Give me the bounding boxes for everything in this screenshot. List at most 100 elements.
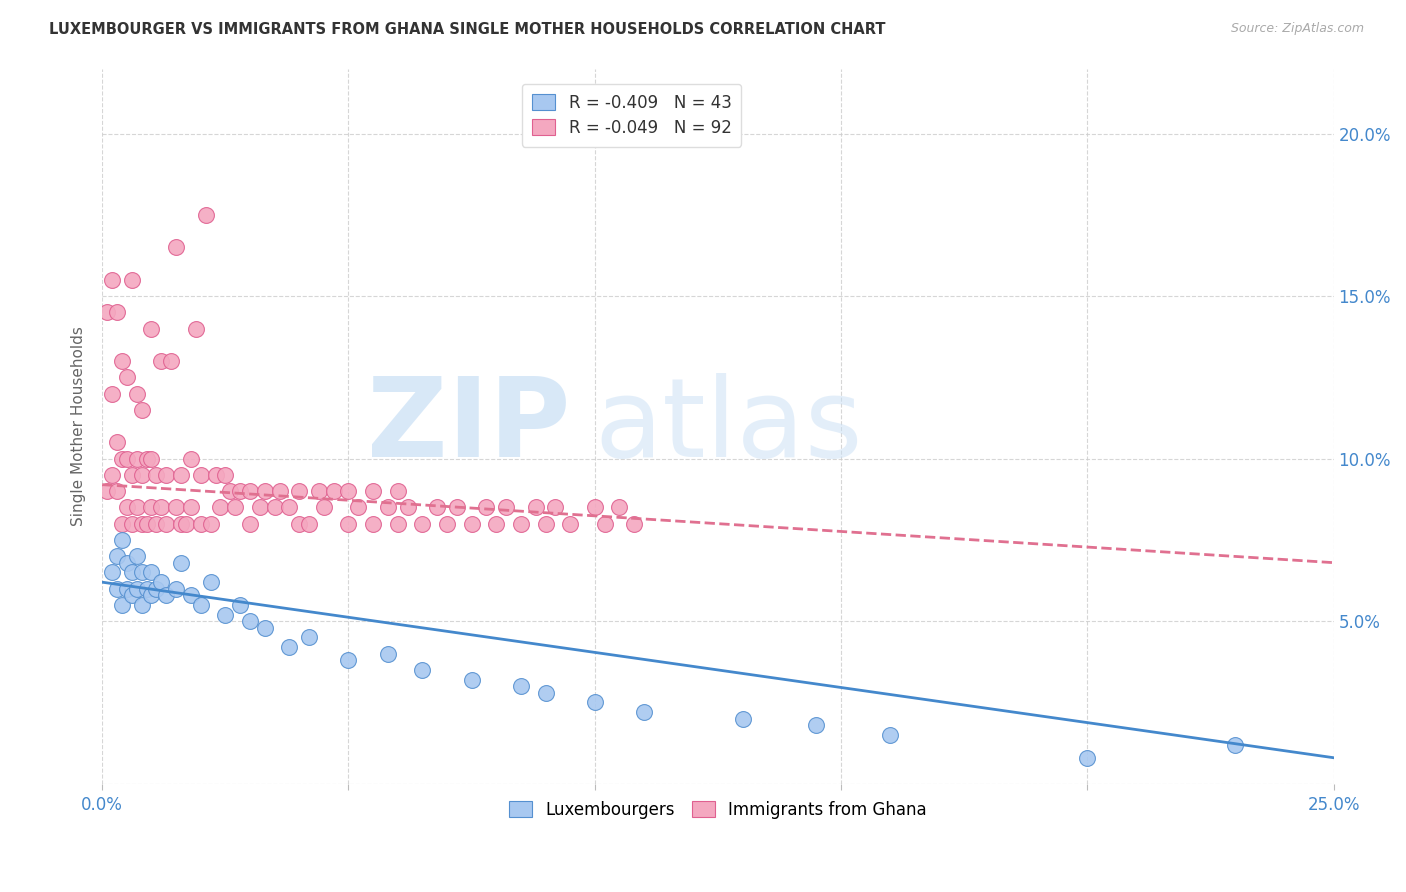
Point bbox=[347, 500, 370, 515]
Point bbox=[135, 451, 157, 466]
Point bbox=[150, 500, 173, 515]
Point bbox=[141, 588, 163, 602]
Point bbox=[214, 467, 236, 482]
Point bbox=[337, 516, 360, 531]
Text: LUXEMBOURGER VS IMMIGRANTS FROM GHANA SINGLE MOTHER HOUSEHOLDS CORRELATION CHART: LUXEMBOURGER VS IMMIGRANTS FROM GHANA SI… bbox=[49, 22, 886, 37]
Point bbox=[806, 718, 828, 732]
Point bbox=[229, 598, 252, 612]
Point bbox=[278, 500, 301, 515]
Point bbox=[288, 516, 311, 531]
Point bbox=[101, 386, 124, 401]
Point bbox=[111, 516, 134, 531]
Point bbox=[609, 500, 631, 515]
Text: ZIP: ZIP bbox=[367, 373, 571, 480]
Point bbox=[135, 516, 157, 531]
Point bbox=[121, 588, 143, 602]
Point bbox=[115, 582, 138, 596]
Point bbox=[377, 647, 399, 661]
Point bbox=[101, 566, 124, 580]
Point bbox=[312, 500, 335, 515]
Point bbox=[155, 516, 177, 531]
Point bbox=[111, 354, 134, 368]
Point bbox=[534, 686, 557, 700]
Point bbox=[141, 321, 163, 335]
Point bbox=[125, 386, 148, 401]
Point bbox=[96, 484, 118, 499]
Point bbox=[322, 484, 344, 499]
Point bbox=[190, 467, 212, 482]
Point bbox=[411, 516, 433, 531]
Point bbox=[160, 354, 183, 368]
Point bbox=[731, 712, 754, 726]
Point bbox=[165, 582, 187, 596]
Point bbox=[269, 484, 291, 499]
Point bbox=[141, 500, 163, 515]
Point bbox=[165, 240, 187, 254]
Point bbox=[105, 484, 128, 499]
Point bbox=[593, 516, 616, 531]
Point bbox=[509, 516, 531, 531]
Point bbox=[121, 467, 143, 482]
Point bbox=[396, 500, 419, 515]
Point bbox=[131, 566, 153, 580]
Point bbox=[361, 484, 384, 499]
Point bbox=[105, 549, 128, 564]
Point bbox=[115, 500, 138, 515]
Point bbox=[180, 588, 202, 602]
Point bbox=[145, 582, 167, 596]
Point bbox=[288, 484, 311, 499]
Point bbox=[475, 500, 498, 515]
Point bbox=[460, 673, 482, 687]
Point bbox=[115, 451, 138, 466]
Point bbox=[174, 516, 197, 531]
Legend: Luxembourgers, Immigrants from Ghana: Luxembourgers, Immigrants from Ghana bbox=[502, 794, 934, 825]
Text: Source: ZipAtlas.com: Source: ZipAtlas.com bbox=[1230, 22, 1364, 36]
Point bbox=[544, 500, 567, 515]
Point bbox=[377, 500, 399, 515]
Point bbox=[121, 566, 143, 580]
Point bbox=[111, 533, 134, 547]
Point bbox=[125, 582, 148, 596]
Point bbox=[105, 582, 128, 596]
Point bbox=[411, 663, 433, 677]
Point bbox=[190, 516, 212, 531]
Point bbox=[633, 705, 655, 719]
Point bbox=[141, 566, 163, 580]
Point bbox=[194, 208, 217, 222]
Point bbox=[170, 467, 193, 482]
Point bbox=[583, 500, 606, 515]
Point bbox=[308, 484, 330, 499]
Point bbox=[165, 500, 187, 515]
Point bbox=[131, 467, 153, 482]
Point bbox=[534, 516, 557, 531]
Point bbox=[145, 467, 167, 482]
Point bbox=[150, 575, 173, 590]
Point bbox=[387, 516, 409, 531]
Text: atlas: atlas bbox=[595, 373, 863, 480]
Point bbox=[1223, 738, 1246, 752]
Point bbox=[298, 631, 321, 645]
Point bbox=[105, 305, 128, 319]
Point bbox=[155, 588, 177, 602]
Point bbox=[131, 598, 153, 612]
Point bbox=[623, 516, 645, 531]
Point bbox=[263, 500, 285, 515]
Point bbox=[96, 305, 118, 319]
Point bbox=[219, 484, 242, 499]
Point bbox=[337, 484, 360, 499]
Point bbox=[141, 451, 163, 466]
Point bbox=[180, 451, 202, 466]
Point bbox=[209, 500, 232, 515]
Point bbox=[145, 516, 167, 531]
Point bbox=[131, 516, 153, 531]
Point bbox=[426, 500, 449, 515]
Point bbox=[278, 640, 301, 655]
Point bbox=[436, 516, 458, 531]
Point bbox=[239, 484, 262, 499]
Point bbox=[125, 500, 148, 515]
Point bbox=[249, 500, 271, 515]
Point bbox=[150, 354, 173, 368]
Point bbox=[170, 516, 193, 531]
Point bbox=[115, 370, 138, 384]
Point bbox=[1076, 750, 1098, 764]
